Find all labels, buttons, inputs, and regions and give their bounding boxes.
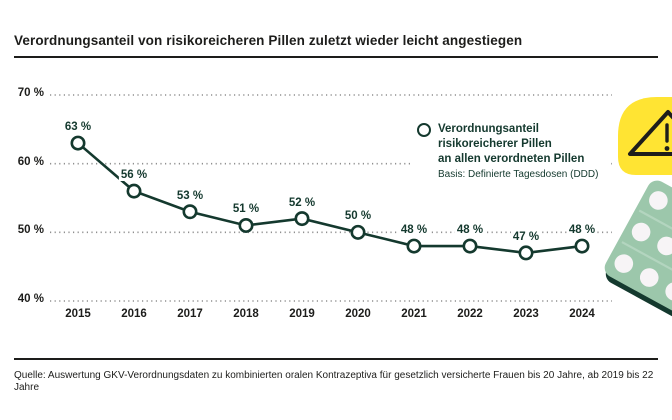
- top-divider: [14, 56, 658, 58]
- data-point-marker: [238, 217, 254, 233]
- data-point-marker: [406, 238, 422, 254]
- data-point-label: 47 %: [510, 230, 542, 243]
- legend: Verordnungsanteil risikoreicherer Pillen…: [411, 119, 609, 185]
- chart-title: Verordnungsanteil von risikoreicheren Pi…: [14, 33, 523, 48]
- legend-label-line-2: risikoreicherer Pillen: [438, 138, 552, 150]
- y-axis-tick-label: 70 %: [17, 87, 44, 99]
- x-axis-tick-label: 2016: [121, 308, 147, 320]
- x-axis-tick-label: 2022: [457, 308, 483, 320]
- x-axis-tick-label: 2023: [513, 308, 539, 320]
- source-note: Quelle: Auswertung GKV-Verordnungsdaten …: [14, 370, 654, 393]
- data-point-marker: [126, 183, 142, 199]
- y-axis-tick-label: 60 %: [17, 155, 44, 168]
- data-point-label: 53 %: [174, 189, 206, 202]
- x-axis-tick-label: 2015: [65, 308, 91, 320]
- legend-basis-note: Basis: Definierte Tagesdosen (DDD): [438, 169, 599, 180]
- data-point-label: 48 %: [566, 224, 598, 237]
- x-axis-tick-label: 2020: [345, 308, 371, 320]
- data-point-marker: [294, 211, 310, 227]
- legend-label-line-3: an allen verordneten Pillen: [438, 153, 585, 165]
- y-axis-tick-label: 40 %: [17, 293, 44, 305]
- x-axis-tick-label: 2024: [569, 308, 595, 320]
- legend-label-line-1: Verordnungsanteil: [438, 123, 539, 135]
- data-point-marker: [462, 238, 478, 254]
- data-point-marker: [518, 245, 534, 261]
- data-point-label: 63 %: [62, 121, 94, 134]
- y-axis-tick-label: 50 %: [17, 224, 44, 237]
- data-point-label: 50 %: [342, 210, 374, 223]
- data-point-marker: [574, 238, 590, 254]
- series-line: [77, 142, 583, 255]
- data-point-label: 51 %: [230, 203, 262, 216]
- data-point-label: 56 %: [118, 169, 150, 182]
- data-point-marker: [350, 224, 366, 240]
- bottom-divider: [14, 358, 658, 360]
- legend-marker-icon: [417, 123, 431, 137]
- data-point-label: 52 %: [286, 196, 318, 209]
- data-point-label: 48 %: [454, 224, 486, 237]
- legend-label: Verordnungsanteil risikoreicherer Pillen…: [438, 122, 598, 181]
- data-point-marker: [70, 135, 86, 151]
- x-axis-tick-label: 2017: [177, 308, 203, 320]
- data-point-label: 48 %: [398, 224, 430, 237]
- x-axis-tick-label: 2021: [401, 308, 427, 320]
- x-axis-tick-label: 2019: [289, 308, 315, 320]
- x-axis-tick-label: 2018: [233, 308, 259, 320]
- data-point-marker: [182, 204, 198, 220]
